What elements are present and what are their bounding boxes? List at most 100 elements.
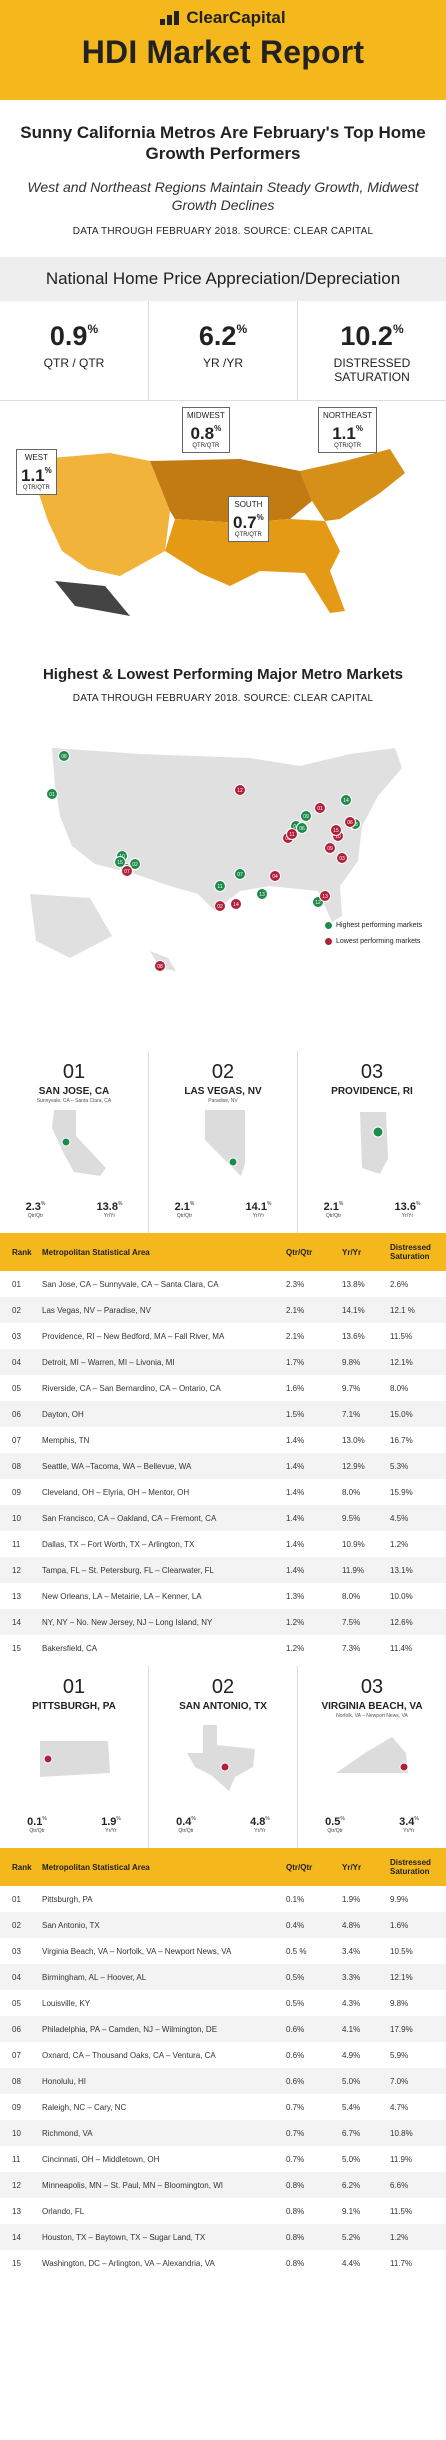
- market-qtr: 2.3% Qtr/Qtr: [26, 1201, 46, 1219]
- cell-qtr: 0.6%: [282, 2068, 338, 2094]
- cell-rank: 11: [12, 1539, 21, 1549]
- high-market-marker-label: 13: [259, 892, 265, 898]
- unit: %: [189, 1201, 195, 1207]
- cell-distressed: 11.4%: [390, 1643, 413, 1653]
- market-sub: Sunnyvale, CA – Santa Clara, CA: [36, 1098, 112, 1104]
- unit-label: Qtr/Qtr: [29, 1828, 45, 1834]
- unit-label: Qtr/Qtr: [176, 1213, 193, 1219]
- cell-msa: Virginia Beach, VA – Norfolk, VA – Newpo…: [42, 1946, 232, 1956]
- cell-qtr: 0.8%: [286, 2206, 305, 2216]
- top-three-markets: 01 SAN JOSE, CA Sunnyvale, CA – Santa Cl…: [0, 1051, 446, 1233]
- cell-msa: NY, NY – No. New Jersey, NJ – Long Islan…: [38, 1609, 282, 1635]
- low-market-marker: 14: [230, 898, 242, 910]
- low-market-marker-label: 10: [335, 834, 341, 840]
- cell-rank: 05: [12, 1383, 21, 1393]
- cell-distressed: 8.0%: [390, 1383, 409, 1393]
- cell-yr: 6.7%: [338, 2120, 386, 2146]
- cell-yr: 13.0%: [342, 1435, 365, 1445]
- col-rank: Rank: [0, 1848, 38, 1886]
- bottom-market-2: 02 SAN ANTONIO, TX 0.4% Qtr/Qtr 4.8% Yr/Yr: [149, 1666, 298, 1848]
- cell-msa: Seattle, WA –Tacoma, WA – Bellevue, WA: [38, 1453, 282, 1479]
- cell-rank: 03: [12, 1331, 21, 1341]
- low-market-marker: 09: [324, 842, 336, 854]
- value: 2.1: [174, 1201, 190, 1213]
- cell-qtr: 0.6%: [282, 2016, 338, 2042]
- nevada-shape-icon: [205, 1110, 245, 1176]
- region-label: QTR/QTR: [234, 532, 262, 538]
- low-market-marker: 01: [314, 802, 326, 814]
- high-market-marker-label: 12: [315, 900, 321, 906]
- value: 2.3: [25, 1201, 41, 1213]
- cell-rank: 08: [0, 1453, 38, 1479]
- cell-msa: Philadelphia, PA – Camden, NJ – Wilmingt…: [38, 2016, 282, 2042]
- low-market-marker-label: 01: [317, 806, 323, 812]
- high-market-marker: 08: [58, 750, 70, 762]
- table-row: 13 New Orleans, LA – Metairie, LA – Kenne…: [0, 1583, 446, 1609]
- market-yr: 1.9% Yr/Yr: [101, 1816, 121, 1834]
- cell-yr: 8.0%: [342, 1487, 361, 1497]
- cell-msa: Bakersfield, CA: [42, 1643, 98, 1653]
- high-market-marker-dot: [58, 750, 70, 762]
- cell-msa: Detroit, MI – Warren, MI – Livonia, MI: [38, 1349, 282, 1375]
- high-market-marker-label: 09: [303, 814, 309, 820]
- cell-qtr: 1.4%: [286, 1487, 305, 1497]
- alaska-outline: [55, 581, 130, 616]
- cell-distressed: 2.6%: [390, 1279, 409, 1289]
- high-market-marker-dot: [296, 822, 308, 834]
- market-yr: 13.8% Yr/Yr: [97, 1201, 123, 1219]
- region-name: NORTHEAST: [323, 411, 373, 420]
- low-market-marker-dot: [324, 842, 336, 854]
- unit: %: [338, 1201, 344, 1207]
- market-qtr: 0.1% Qtr/Qtr: [27, 1816, 47, 1834]
- cell-distressed: 9.9%: [390, 1894, 409, 1904]
- cell-yr: 10.9%: [342, 1539, 365, 1549]
- metro-section-heading: Highest & Lowest Performing Major Metro …: [0, 626, 446, 726]
- unit: %: [116, 1816, 121, 1822]
- cell-msa: Minneapolis, MN – St. Paul, MN – Bloomin…: [38, 2172, 282, 2198]
- cell-rank: 06: [0, 2016, 38, 2042]
- national-heading: National Home Price Appreciation/Depreci…: [0, 257, 446, 301]
- value: 13.6: [394, 1201, 416, 1213]
- high-market-marker-label: 11: [217, 884, 222, 890]
- unit: %: [414, 1816, 419, 1822]
- low-market-marker-dot: [330, 824, 342, 836]
- top-market-1: 01 SAN JOSE, CA Sunnyvale, CA – Santa Cl…: [0, 1051, 149, 1233]
- low-market-marker: 02: [214, 900, 226, 912]
- cell-msa: Memphis, TN: [42, 1435, 90, 1445]
- market-qtr: 0.4% Qtr/Qtr: [176, 1816, 196, 1834]
- high-market-marker-label: 07: [237, 872, 243, 878]
- low-market-marker-dot: [336, 852, 348, 864]
- cell-qtr: 0.1%: [286, 1894, 305, 1904]
- low-market-marker: 07: [121, 865, 133, 877]
- cell-qtr: 2.1%: [286, 1331, 305, 1341]
- col-qtr: Qtr/Qtr: [282, 1848, 338, 1886]
- low-market-marker-label: 12: [237, 788, 243, 794]
- cell-rank: 06: [0, 1401, 38, 1427]
- cell-rank: 01: [12, 1894, 21, 1904]
- market-city: PROVIDENCE, RI: [331, 1086, 413, 1097]
- market-sub: Paradise, NV: [208, 1098, 238, 1104]
- low-market-marker-dot: [230, 898, 242, 910]
- table-row: 15 Washington, DC – Arlington, VA – Alexa…: [0, 2250, 446, 2276]
- cell-qtr: 1.3%: [286, 1591, 305, 1601]
- bottom-three-markets: 01 PITTSBURGH, PA 0.1% Qtr/Qtr 1.9% Yr/Yr …: [0, 1666, 446, 1848]
- data-source: DATA THROUGH FEBRUARY 2018. SOURCE: CLEA…: [72, 226, 374, 237]
- market-yr: 14.1% Yr/Yr: [246, 1201, 272, 1219]
- high-market-marker-dot: [300, 810, 312, 822]
- high-market-marker-label: 06: [299, 826, 305, 832]
- stat-yr: 6.2% YR /YR: [149, 301, 298, 400]
- cell-qtr: 0.8%: [286, 2258, 305, 2268]
- us-regions-map: [38, 449, 405, 616]
- logo-bars-icon: [160, 11, 180, 25]
- low-market-marker-dot: [214, 900, 226, 912]
- cell-yr: 3.4%: [342, 1946, 361, 1956]
- low-market-marker-dot: [286, 828, 298, 840]
- market-sub: Norfolk, VA – Newport News, VA: [336, 1713, 408, 1719]
- col-rank: Rank: [0, 1233, 38, 1271]
- table-row: 01 Pittsburgh, PA 0.1% 1.9% 9.9%: [0, 1886, 446, 1912]
- stat-unit: %: [87, 322, 99, 336]
- metro-source: DATA THROUGH FEBRUARY 2018. SOURCE: CLEA…: [72, 693, 374, 704]
- cell-rank: 10: [0, 1505, 38, 1531]
- cell-yr: 1.9%: [342, 1894, 361, 1904]
- low-market-marker-label: 15: [333, 828, 339, 834]
